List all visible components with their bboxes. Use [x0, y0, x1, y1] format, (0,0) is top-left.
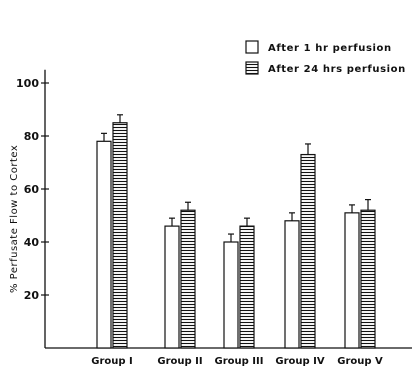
bar — [112, 122, 128, 349]
legend-label: After 1 hr perfusion — [268, 43, 392, 54]
category-label: Group V — [337, 356, 383, 367]
bar — [239, 225, 255, 349]
y-tick-label: 100 — [16, 77, 39, 90]
category-label: Group III — [215, 356, 264, 367]
bar — [96, 140, 112, 349]
category-label: Group IV — [275, 356, 324, 367]
y-tick-label: 80 — [24, 130, 40, 143]
y-axis-title: % Perfusate Flow to Cortex — [9, 145, 20, 293]
bar — [180, 209, 196, 349]
bar — [300, 153, 316, 349]
legend-swatch — [245, 61, 259, 75]
category-label: Group II — [157, 356, 202, 367]
bar — [344, 212, 360, 349]
legend: After 1 hr perfusion After 24 hrs perfusi… — [245, 40, 406, 75]
y-tick-label: 20 — [24, 289, 40, 302]
y-tick-label: 40 — [24, 236, 40, 249]
bars: Group I Group II Group III Group IV Group V — [91, 114, 383, 367]
legend-swatch — [245, 40, 259, 54]
category-label: Group I — [91, 356, 133, 367]
bar — [284, 220, 300, 349]
bar — [223, 241, 239, 349]
legend-label: After 24 hrs perfusion — [268, 64, 406, 75]
bar — [164, 225, 180, 349]
bar — [360, 209, 376, 349]
y-tick-label: 60 — [24, 183, 40, 196]
